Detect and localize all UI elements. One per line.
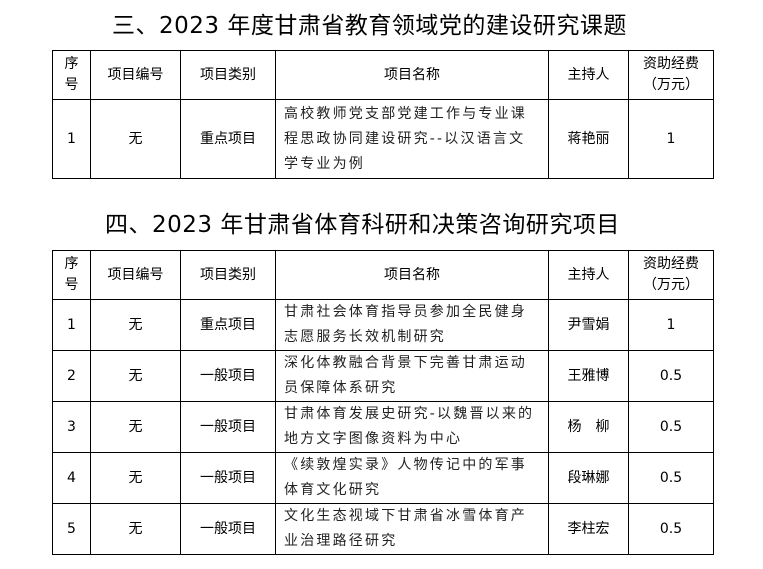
col-funding-cell: 0.5 [628,401,714,453]
col-project-name-cell: 甘肃体育发展史研究-以魏晋以来的地方文字图像资料为中心 [275,401,549,453]
col-index-cell: 1 [52,299,91,351]
col-project-name-cell: 《续敦煌实录》人物传记中的军事体育文化研究 [275,452,549,504]
table-row: 2 无一般项目 深化体教融合背景下完善甘肃运动员保障体系研究 王雅博 0.5 [52,350,714,402]
col-funding-header: 资助经费（万元） [628,50,714,100]
col-category-cell: 一般项目 [180,401,276,453]
section-title-4: 四、2023 年甘肃省体育科研和决策咨询研究项目 [105,212,620,238]
col-funding-cell: 1 [628,99,714,179]
col-category-header: 项目类别 [180,50,276,100]
col-index-cell: 1 [52,99,91,179]
col-funding-cell: 0.5 [628,452,714,504]
sports-research-table: 序号 项目编号 项目类别 项目名称 主持人 资助经费（万元） 1 无重点项目 甘肃社会体育指导员… [52,250,714,555]
table-row: 1 无重点项目 甘肃社会体育指导员参加全民健身志愿服务长效机制研究 尹雪娟 1 [52,299,714,351]
col-host-header: 主持人 [548,50,629,100]
col-project-number-header: 项目编号 [90,50,181,100]
col-host-cell: 尹雪娟 [548,299,629,351]
col-project-name-cell: 高校教师党支部党建工作与专业课程思政协同建设研究--以汉语言文学专业为例 [275,99,549,179]
col-host-cell: 蒋艳丽 [548,99,629,179]
col-project-number-cell: 无 [90,99,181,179]
col-category-cell: 一般项目 [180,452,276,504]
col-category-cell: 一般项目 [180,503,276,555]
col-project-number-cell: 无 [90,350,181,402]
col-host-cell: 杨 柳 [548,401,629,453]
col-project-name-header: 项目名称 [275,250,549,300]
col-project-name-cell: 文化生态视域下甘肃省冰雪体育产业治理路径研究 [275,503,549,555]
table-row: 5 无一般项目 文化生态视域下甘肃省冰雪体育产业治理路径研究 李柱宏 0.5 [52,503,714,555]
col-project-number-header: 项目编号 [90,250,181,300]
col-project-number-cell: 无 [90,401,181,453]
col-project-number-cell: 无 [90,452,181,504]
col-host-cell: 李柱宏 [548,503,629,555]
col-project-name-cell: 甘肃社会体育指导员参加全民健身志愿服务长效机制研究 [275,299,549,351]
col-project-name-header: 项目名称 [275,50,549,100]
col-index-cell: 4 [52,452,91,504]
table-row: 4 无一般项目 《续敦煌实录》人物传记中的军事体育文化研究 段琳娜 0.5 [52,452,714,504]
col-host-cell: 王雅博 [548,350,629,402]
table-row: 1 无重点项目 高校教师党支部党建工作与专业课程思政协同建设研究--以汉语言文学专业… [52,99,714,179]
table-row: 3 无一般项目 甘肃体育发展史研究-以魏晋以来的地方文字图像资料为中心杨 柳 0.5 [52,401,714,453]
col-category-header: 项目类别 [180,250,276,300]
col-host-cell: 段琳娜 [548,452,629,504]
col-funding-cell: 0.5 [628,503,714,555]
col-index-cell: 5 [52,503,91,555]
col-host-header: 主持人 [548,250,629,300]
header-row: 序号 项目编号 项目类别 项目名称 主持人 资助经费（万元） [52,250,714,300]
col-index-cell: 2 [52,350,91,402]
col-project-number-cell: 无 [90,503,181,555]
col-funding-header: 资助经费（万元） [628,250,714,300]
header-row: 序号 项目编号 项目类别 项目名称 主持人 资助经费（万元） [52,50,714,100]
col-index-header: 序号 [52,250,91,300]
col-index-header: 序号 [52,50,91,100]
col-category-cell: 一般项目 [180,350,276,402]
col-project-number-cell: 无 [90,299,181,351]
col-funding-cell: 0.5 [628,350,714,402]
col-index-cell: 3 [52,401,91,453]
section-title-3: 三、2023 年度甘肃省教育领域党的建设研究课题 [112,13,627,39]
col-funding-cell: 1 [628,299,714,351]
col-project-name-cell: 深化体教融合背景下完善甘肃运动员保障体系研究 [275,350,549,402]
party-building-table: 序号 项目编号 项目类别 项目名称 主持人 资助经费（万元） 1 无重点项目 高校教师党支部党建… [52,50,714,179]
col-category-cell: 重点项目 [180,299,276,351]
col-category-cell: 重点项目 [180,99,276,179]
